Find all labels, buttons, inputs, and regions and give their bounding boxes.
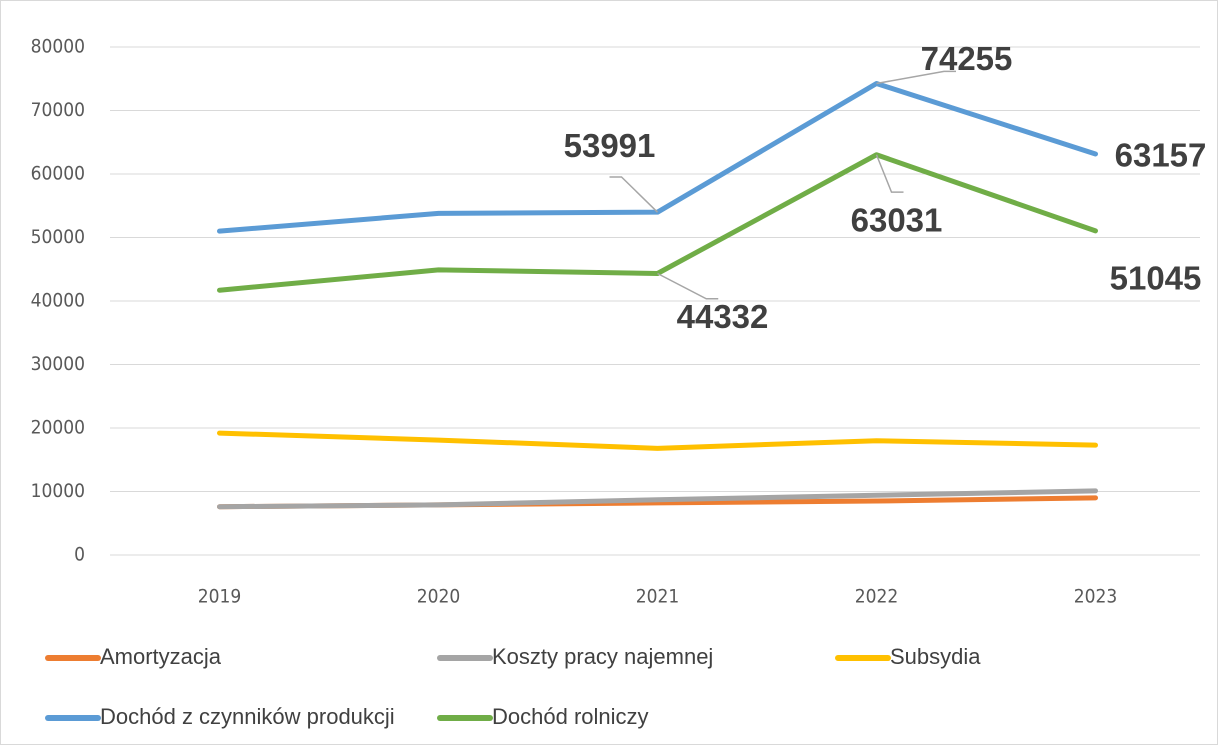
y-tick-label: 70000	[31, 99, 85, 121]
leader-line	[876, 70, 956, 85]
legend-label: Koszty pracy najemnej	[492, 644, 713, 669]
x-tick-label: 2023	[1074, 586, 1118, 608]
y-tick-label: 0	[74, 544, 85, 566]
leader-line	[875, 154, 904, 193]
x-tick-label: 2021	[636, 586, 680, 608]
data-label: 44332	[677, 298, 769, 335]
data-label: 74255	[921, 40, 1013, 77]
data-label: 63157	[1115, 137, 1207, 174]
y-tick-label: 80000	[31, 36, 85, 58]
legend-label: Dochód z czynników produkcji	[100, 704, 395, 729]
y-tick-label: 60000	[31, 163, 85, 185]
leader-line	[609, 176, 659, 213]
data-label: 53991	[564, 127, 656, 164]
y-tick-label: 30000	[31, 353, 85, 375]
legend-label: Subsydia	[890, 644, 981, 669]
y-tick-label: 10000	[31, 480, 85, 502]
x-tick-label: 2019	[198, 586, 242, 608]
data-line	[217, 430, 1098, 451]
y-tick-label: 50000	[31, 226, 85, 248]
y-tick-label: 20000	[31, 417, 85, 439]
data-label: 51045	[1110, 260, 1202, 297]
y-tick-label: 40000	[31, 290, 85, 312]
data-label: 63031	[851, 201, 943, 238]
x-tick-label: 2020	[417, 586, 461, 608]
legend-label: Dochód rolniczy	[492, 704, 649, 729]
leader-line	[657, 272, 719, 300]
data-line	[217, 488, 1098, 510]
legend-label: Amortyzacja	[100, 644, 222, 669]
x-tick-label: 2022	[855, 586, 899, 608]
